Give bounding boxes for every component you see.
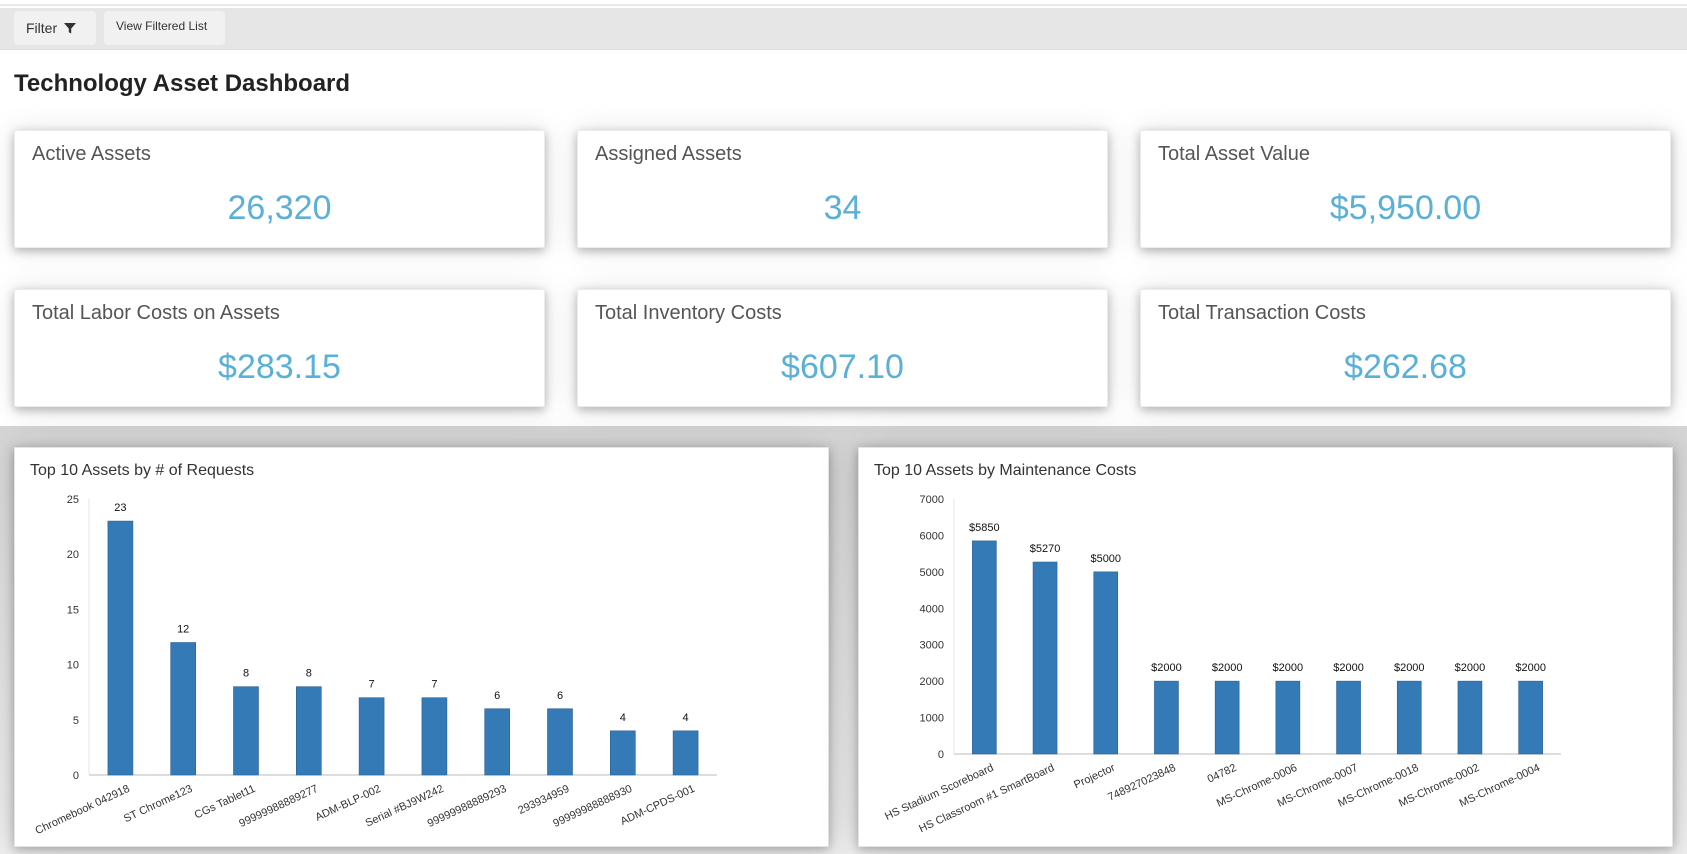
data-label: 4 [620, 712, 626, 724]
bar [1275, 680, 1301, 755]
kpi-value: $283.15 [218, 348, 341, 386]
y-tick-label: 1000 [920, 713, 944, 725]
kpi-card-assigned-assets[interactable]: Assigned Assets 34 [577, 130, 1108, 248]
x-tick-label: Projector [1072, 762, 1117, 792]
kpi-card-transaction-costs[interactable]: Total Transaction Costs $262.68 [1140, 289, 1671, 407]
bar [1336, 680, 1361, 755]
data-label: 6 [494, 690, 500, 702]
data-label: 7 [431, 679, 437, 691]
view-filtered-list-button[interactable]: View Filtered List [104, 11, 225, 45]
requests-bar-chart: 0 5 10 15 20 25 23 Chromebook 042918 12 ST Chrome… [33, 494, 717, 837]
bar [484, 708, 511, 776]
data-label: 6 [557, 690, 563, 702]
data-label: $5850 [969, 522, 1000, 534]
x-tick-label: 748927023848 [1106, 762, 1178, 804]
x-tick-label: 04782 [1206, 762, 1239, 786]
y-tick-label: 6000 [920, 530, 944, 542]
data-label: 8 [306, 668, 312, 680]
y-tick-label: 20 [67, 549, 79, 561]
chart-title: Top 10 Assets by # of Requests [30, 462, 255, 479]
y-tick-label: 7000 [920, 494, 944, 506]
bar [1032, 561, 1058, 755]
x-tick-label: ST Chrome123 [122, 783, 194, 825]
data-label: 12 [177, 624, 189, 636]
data-label: 8 [243, 668, 249, 680]
data-label: $2000 [1394, 662, 1425, 674]
bar [609, 730, 636, 776]
bar [1518, 680, 1543, 755]
data-label: $2000 [1333, 662, 1364, 674]
bar [421, 697, 448, 776]
y-tick-label: 5000 [920, 567, 944, 579]
bar [107, 520, 134, 776]
bar [170, 642, 196, 776]
y-tick-label: 5 [73, 715, 79, 727]
filter-label: Filter [26, 20, 58, 36]
kpi-card-labor-costs[interactable]: Total Labor Costs on Assets $283.15 [14, 289, 545, 407]
bar [1214, 680, 1240, 755]
y-tick-label: 2000 [920, 676, 944, 688]
bar [295, 686, 322, 776]
y-tick-label: 0 [73, 770, 79, 782]
bar [547, 708, 573, 776]
data-label: $2000 [1273, 662, 1304, 674]
top-border [0, 0, 1687, 6]
kpi-label: Total Inventory Costs [595, 302, 782, 324]
data-label: $5000 [1090, 553, 1121, 565]
chart-panel-requests: Top 10 Assets by # of Requests 0 5 10 15 20 2… [14, 447, 829, 847]
kpi-card-inventory-costs[interactable]: Total Inventory Costs $607.10 [577, 289, 1108, 407]
kpi-label: Total Asset Value [1158, 143, 1310, 165]
chart-panel-maintenance: Top 10 Assets by Maintenance Costs 0 1000… [858, 447, 1673, 847]
kpi-label: Total Labor Costs on Assets [32, 302, 280, 324]
kpi-value: $262.68 [1344, 348, 1467, 386]
kpi-label: Active Assets [32, 143, 151, 165]
bar [972, 540, 997, 755]
x-tick-label: 293934959 [516, 783, 571, 817]
data-label: 7 [369, 679, 375, 691]
data-label: 4 [683, 712, 689, 724]
data-label: $2000 [1212, 662, 1243, 674]
kpi-label: Assigned Assets [595, 143, 742, 165]
chart-title: Top 10 Assets by Maintenance Costs [874, 462, 1137, 479]
y-tick-label: 10 [67, 660, 79, 672]
x-tick-label: Chromebook 042918 [33, 783, 131, 837]
y-tick-label: 15 [67, 604, 79, 616]
kpi-value: $5,950.00 [1329, 189, 1482, 227]
y-tick-label: 0 [938, 749, 944, 761]
data-label: $2000 [1455, 662, 1486, 674]
bar [1457, 680, 1483, 755]
funnel-icon [64, 23, 77, 34]
kpi-label: Total Transaction Costs [1158, 302, 1366, 324]
data-label: $2000 [1515, 662, 1546, 674]
bar [233, 686, 259, 776]
page-title: Technology Asset Dashboard [14, 70, 351, 97]
kpi-value: $607.10 [781, 348, 904, 386]
filter-button[interactable]: Filter [14, 11, 96, 45]
bar [1093, 571, 1119, 755]
y-tick-label: 4000 [920, 603, 944, 615]
y-tick-label: 25 [67, 494, 79, 506]
y-tick-label: 3000 [920, 640, 944, 652]
data-label: $5270 [1030, 543, 1061, 555]
kpi-value: 26,320 [227, 189, 332, 227]
bar [1396, 680, 1422, 755]
bar [672, 730, 699, 776]
bar [358, 697, 385, 776]
data-label: 23 [114, 502, 126, 514]
kpi-card-active-assets[interactable]: Active Assets 26,320 [14, 130, 545, 248]
toolbar: Filter View Filtered List [0, 8, 1687, 50]
kpi-value: 34 [823, 189, 862, 227]
kpi-card-total-asset-value[interactable]: Total Asset Value $5,950.00 [1140, 130, 1671, 248]
bar [1154, 680, 1179, 755]
data-label: $2000 [1151, 662, 1182, 674]
